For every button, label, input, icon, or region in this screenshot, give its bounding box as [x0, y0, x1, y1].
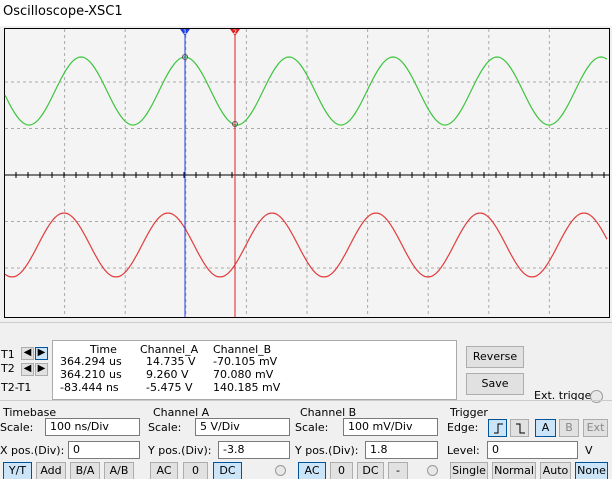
channel-a-ac[interactable]: AC — [150, 462, 178, 479]
channel-b-scale-label: Scale: — [295, 421, 329, 434]
xpos-input[interactable]: 0 — [68, 441, 140, 459]
readout-table — [52, 340, 457, 400]
t2-label: T2 — [1, 362, 15, 375]
window-title: Oscilloscope-XSC1 — [3, 4, 123, 19]
channel-b-dc[interactable]: DC — [357, 462, 384, 479]
edge-label: Edge: — [447, 421, 479, 434]
ext-trigger-terminal[interactable] — [590, 390, 603, 403]
channel-b-title: Channel B — [300, 406, 357, 419]
channel-a-dc[interactable]: DC — [213, 462, 242, 479]
t2-right[interactable]: ▶ — [35, 363, 48, 376]
trigger-source-ext[interactable]: Ext — [583, 419, 608, 437]
cursor-point — [182, 54, 188, 60]
timebase-scale[interactable]: 100 ns/Div — [45, 418, 140, 436]
channel-a-terminal[interactable] — [275, 465, 286, 476]
mode-ba[interactable]: B/A — [70, 462, 100, 479]
channel-b-minus[interactable]: - — [388, 462, 408, 479]
channel-b-ypos-label: Y pos.(Div): — [295, 444, 359, 457]
t2-left[interactable]: ◀ — [21, 363, 34, 376]
cursor-label: 2 — [233, 29, 237, 36]
readout-cell: -83.444 ns — [60, 381, 119, 394]
channel-a-scale-label: Scale: — [148, 421, 182, 434]
channel-a-zero[interactable]: 0 — [183, 462, 208, 479]
readout-cell: 70.080 mV — [213, 368, 274, 381]
timebase-scale-label: Scale: — [0, 421, 34, 434]
mode-ab[interactable]: A/B — [104, 462, 134, 479]
t2-t1-label: T2-T1 — [1, 381, 32, 394]
separator — [0, 322, 612, 323]
readout-cell: -70.105 mV — [213, 355, 278, 368]
reverse-button[interactable]: Reverse — [466, 346, 524, 368]
trigger-single[interactable]: Single — [450, 462, 488, 479]
t1-right[interactable]: ▶ — [35, 347, 48, 360]
mode-add[interactable]: Add — [36, 462, 66, 479]
level-input[interactable]: 0 — [487, 441, 578, 459]
channel-a-ypos-label: Y pos.(Div): — [148, 444, 212, 457]
channel-a-trace — [4, 56, 608, 126]
readout-cell: 9.260 V — [146, 368, 189, 381]
channel-b-trace — [4, 212, 608, 278]
save-button[interactable]: Save — [466, 373, 524, 395]
cursor-handle — [180, 29, 190, 36]
readout-cell: 364.210 us — [60, 368, 122, 381]
channel-b-zero[interactable]: 0 — [330, 462, 353, 479]
trigger-auto[interactable]: Auto — [540, 462, 571, 479]
cursor-point — [232, 121, 238, 127]
trigger-none[interactable]: None — [575, 462, 608, 479]
cursor-label: 1 — [183, 29, 187, 36]
channel-b-ypos[interactable]: 1.8 — [365, 441, 438, 459]
cursor-handle — [230, 29, 240, 36]
channel-a-title: Channel A — [153, 406, 210, 419]
xpos-label: X pos.(Div): — [0, 444, 65, 457]
readout-cell: 14.735 V — [146, 355, 196, 368]
level-unit: V — [585, 444, 593, 457]
level-label: Level: — [447, 444, 480, 457]
t1-left[interactable]: ◀ — [21, 347, 34, 360]
trigger-source-b[interactable]: B — [559, 419, 579, 437]
readout-cell: 364.294 us — [60, 355, 122, 368]
trigger-title: Trigger — [450, 406, 488, 419]
channel-b-terminal[interactable] — [427, 465, 438, 476]
readout-cell: 140.185 mV — [213, 381, 281, 394]
readout-cell: -5.475 V — [146, 381, 193, 394]
edge-falling[interactable] — [510, 419, 529, 437]
edge-rising[interactable] — [488, 419, 507, 437]
channel-b-scale[interactable]: 100 mV/Div — [343, 418, 438, 436]
separator — [0, 400, 612, 401]
trigger-source-a[interactable]: A — [535, 419, 556, 437]
mode-yt[interactable]: Y/T — [3, 462, 32, 479]
timebase-title: Timebase — [3, 406, 57, 419]
channel-a-scale[interactable]: 5 V/Div — [195, 418, 290, 436]
t1-label: T1 — [1, 348, 15, 361]
title-bar — [0, 0, 612, 26]
channel-a-ypos[interactable]: -3.8 — [218, 441, 290, 459]
ext-trigger-label: Ext. trigger — [534, 389, 596, 402]
readout-header: Channel_B — [213, 343, 272, 356]
readout-header: Time — [90, 343, 117, 356]
readout-header: Channel_A — [140, 343, 199, 356]
channel-b-ac[interactable]: AC — [298, 462, 326, 479]
trigger-normal[interactable]: Normal — [492, 462, 536, 479]
